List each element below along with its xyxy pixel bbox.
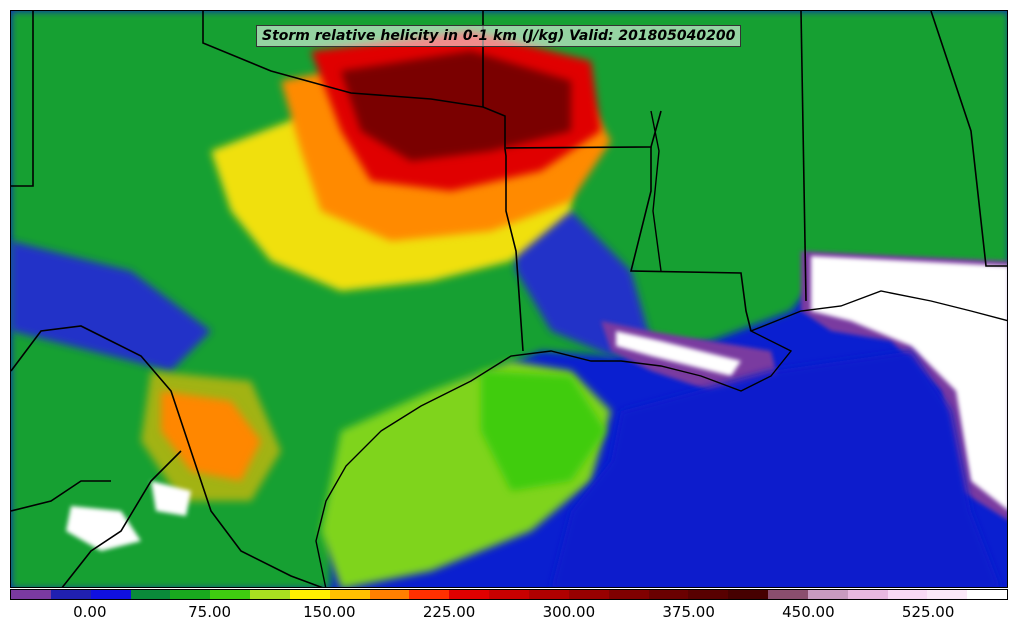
colorbar-segment (648, 590, 689, 599)
colorbar-segment (568, 590, 609, 599)
colorbar-segment (728, 590, 769, 599)
colorbar-segment (369, 590, 410, 599)
colorbar-segment (768, 590, 808, 599)
colorbar-segment (409, 590, 450, 599)
blue-band-west (11, 241, 211, 371)
helicity-field-map (11, 11, 1007, 587)
colorbar-segment (11, 590, 51, 599)
coastline (315, 110, 1007, 587)
state-boundaries (11, 11, 1007, 587)
colorbar-tick-labels: 0.00 75.00 150.00 225.00 300.00 375.00 450.00 5… (10, 601, 1008, 631)
colorbar-segment (210, 590, 251, 599)
white-coastal-patches (616, 331, 741, 376)
colorbar-tick-label: 525.00 (901, 603, 955, 621)
colorbar-tick-label: 450.00 (782, 603, 835, 621)
colorbar-tick-label: 75.00 (188, 603, 232, 621)
colorbar-segment (90, 590, 131, 599)
map-title: Storm relative helicity in 0-1 km (J/kg)… (256, 25, 742, 47)
darkred-field (341, 51, 571, 161)
colorbar-segment (449, 590, 490, 599)
colorbar-segment (847, 590, 888, 599)
colorbar-segment (688, 590, 729, 599)
coastal-green-field (481, 371, 606, 491)
white-mexico-patch (66, 506, 141, 551)
white-east-region (811, 256, 1007, 510)
colorbar-tick-label: 375.00 (662, 603, 715, 621)
colorbar-segment (289, 590, 330, 599)
gulf-core (551, 351, 1001, 587)
colorbar-segment (489, 590, 529, 599)
colorbar-segment (528, 590, 569, 599)
colorbar-segment (329, 590, 370, 599)
blue-band (511, 191, 651, 356)
colorbar (10, 589, 1008, 600)
colorbar-segment (250, 590, 290, 599)
colorbar-segment (170, 590, 211, 599)
colorbar-segment (807, 590, 848, 599)
colorbar-tick-label: 150.00 (303, 603, 356, 621)
colorbar-segment (50, 590, 91, 599)
map-panel: Storm relative helicity in 0-1 km (J/kg)… (10, 10, 1008, 588)
colorbar-segment (967, 590, 1008, 599)
colorbar-segment (887, 590, 928, 599)
white-mexico-patch-2 (151, 481, 191, 516)
colorbar-tick-label: 225.00 (422, 603, 476, 621)
colorbar-tick-label: 300.00 (542, 603, 596, 621)
colorbar-segment (608, 590, 649, 599)
colorbar-segment (927, 590, 968, 599)
colorbar-tick-label: 0.00 (73, 603, 107, 621)
colorbar-segment (130, 590, 171, 599)
